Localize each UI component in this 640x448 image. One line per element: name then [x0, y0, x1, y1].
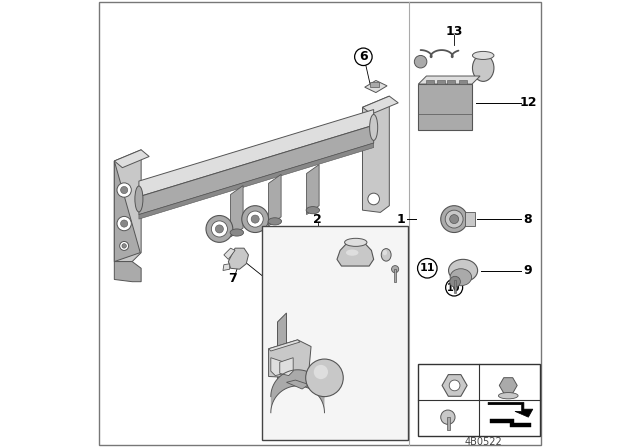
Ellipse shape — [344, 238, 367, 246]
Circle shape — [392, 266, 399, 273]
Polygon shape — [490, 419, 531, 427]
Polygon shape — [230, 185, 243, 237]
Ellipse shape — [472, 55, 494, 82]
Text: 2: 2 — [314, 213, 322, 226]
Circle shape — [120, 186, 128, 194]
Circle shape — [450, 276, 460, 287]
Polygon shape — [271, 358, 284, 375]
Circle shape — [247, 211, 263, 227]
Text: 13: 13 — [445, 25, 463, 38]
Polygon shape — [419, 84, 472, 129]
Bar — [437, 80, 445, 84]
Ellipse shape — [445, 210, 463, 228]
Polygon shape — [269, 174, 281, 226]
Text: 4B0522: 4B0522 — [465, 437, 502, 447]
Text: 6: 6 — [359, 50, 368, 63]
Circle shape — [242, 206, 269, 233]
Polygon shape — [362, 96, 389, 212]
Bar — [465, 212, 475, 226]
Text: 9: 9 — [524, 264, 532, 277]
Polygon shape — [115, 150, 141, 262]
Text: 5: 5 — [396, 265, 404, 278]
Polygon shape — [139, 125, 374, 215]
Ellipse shape — [450, 269, 472, 286]
Ellipse shape — [370, 115, 378, 140]
Ellipse shape — [346, 250, 358, 256]
Text: 11: 11 — [420, 263, 435, 273]
Polygon shape — [488, 402, 533, 417]
Ellipse shape — [306, 207, 319, 214]
FancyBboxPatch shape — [262, 226, 408, 440]
Ellipse shape — [499, 392, 518, 399]
Ellipse shape — [383, 250, 387, 255]
Text: 6: 6 — [484, 366, 491, 377]
Polygon shape — [115, 150, 149, 168]
Circle shape — [122, 244, 126, 248]
Bar — [447, 417, 450, 430]
Circle shape — [117, 183, 131, 197]
Ellipse shape — [230, 229, 244, 236]
Ellipse shape — [450, 215, 459, 224]
Text: 10: 10 — [447, 283, 461, 293]
Circle shape — [120, 220, 128, 227]
Polygon shape — [269, 340, 311, 378]
Circle shape — [117, 216, 131, 231]
Text: 1: 1 — [396, 213, 405, 226]
Text: 8: 8 — [524, 213, 532, 226]
FancyBboxPatch shape — [419, 364, 540, 436]
Text: 4: 4 — [396, 235, 404, 248]
Text: 11: 11 — [420, 366, 433, 377]
Bar — [370, 82, 379, 87]
Circle shape — [306, 359, 343, 396]
Circle shape — [368, 193, 380, 205]
Polygon shape — [278, 313, 287, 389]
Polygon shape — [269, 340, 300, 351]
Bar — [459, 80, 467, 84]
Ellipse shape — [472, 52, 494, 60]
Ellipse shape — [135, 186, 143, 212]
Polygon shape — [337, 241, 374, 266]
Polygon shape — [280, 358, 293, 375]
Polygon shape — [115, 161, 140, 262]
Circle shape — [211, 221, 227, 237]
Bar — [394, 269, 396, 282]
Circle shape — [441, 410, 455, 424]
Ellipse shape — [441, 206, 468, 233]
Circle shape — [449, 380, 460, 391]
Polygon shape — [362, 96, 398, 114]
Ellipse shape — [381, 249, 391, 261]
Bar — [447, 80, 456, 84]
Text: 7: 7 — [228, 271, 237, 284]
Text: 12: 12 — [519, 96, 537, 109]
Text: 3: 3 — [373, 234, 381, 247]
Circle shape — [314, 365, 328, 379]
Polygon shape — [365, 81, 387, 93]
Bar — [426, 80, 435, 84]
Polygon shape — [228, 248, 248, 269]
Polygon shape — [224, 248, 235, 259]
Polygon shape — [287, 380, 309, 389]
Ellipse shape — [268, 218, 282, 225]
Polygon shape — [307, 164, 319, 215]
Circle shape — [206, 215, 233, 242]
Polygon shape — [139, 143, 374, 219]
Bar — [454, 280, 456, 293]
Circle shape — [251, 215, 259, 223]
Circle shape — [414, 56, 427, 68]
Polygon shape — [139, 110, 374, 197]
Polygon shape — [223, 264, 230, 271]
Polygon shape — [115, 262, 141, 282]
Circle shape — [216, 225, 223, 233]
Text: 10: 10 — [420, 402, 433, 412]
Circle shape — [120, 241, 129, 250]
Ellipse shape — [449, 259, 477, 282]
Polygon shape — [419, 76, 480, 84]
